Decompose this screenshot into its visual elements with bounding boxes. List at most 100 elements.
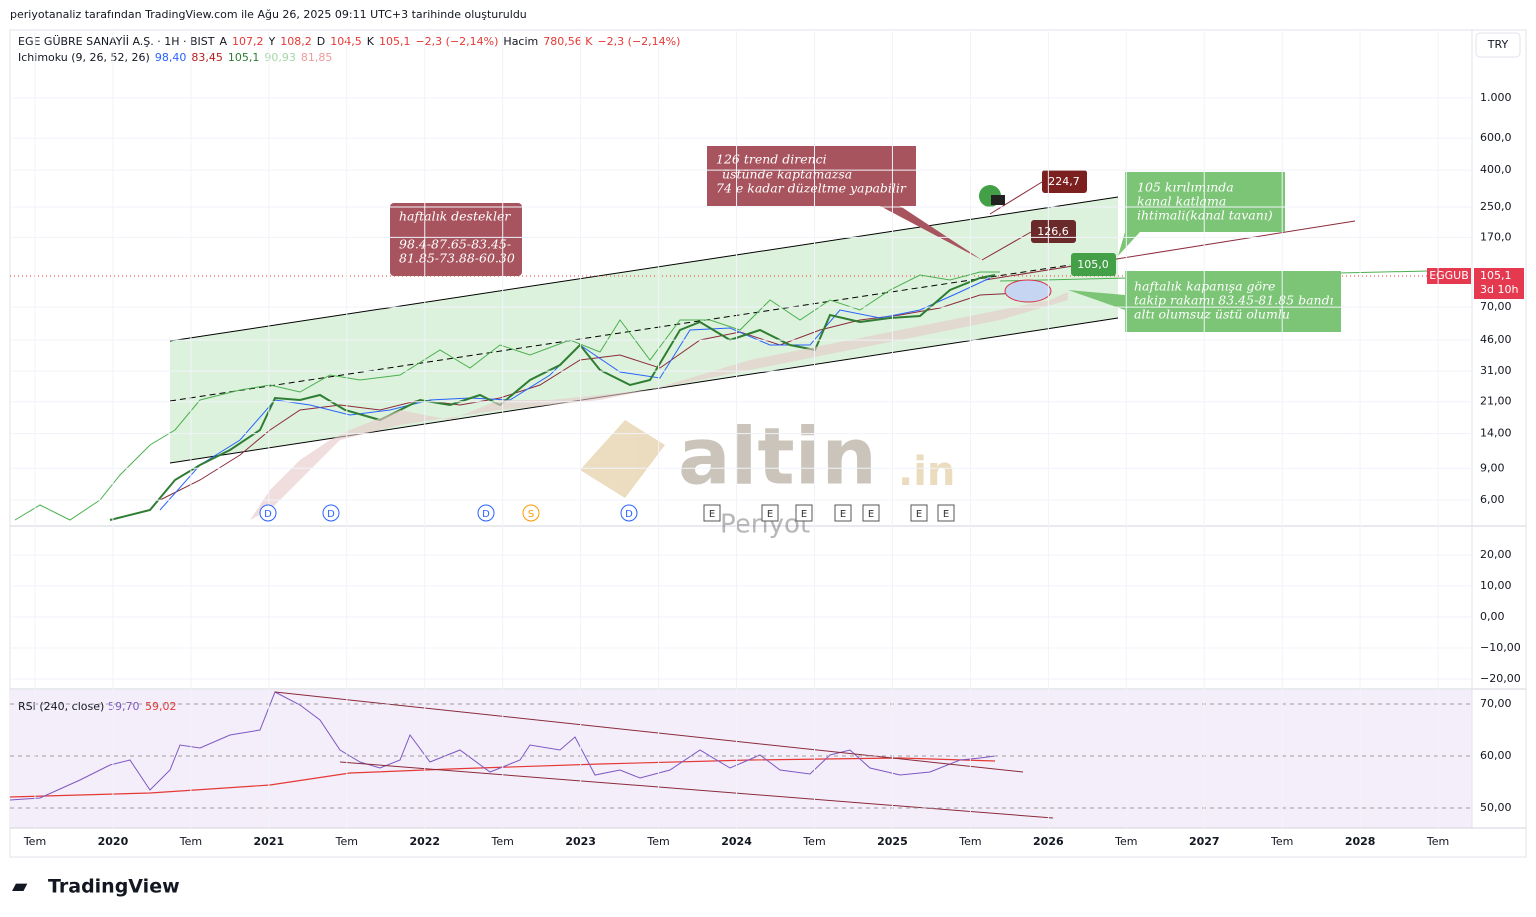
price-tick-label: 250,0 [1480, 200, 1512, 213]
callout-text: 105 kırılımında [1137, 180, 1234, 195]
price-tick-label: 1.000 [1480, 91, 1512, 104]
watermark: altin .in Periyot [580, 412, 955, 540]
event-label: E [801, 509, 807, 520]
legend-item: 105,1 [379, 35, 411, 48]
callout-text: üstünde kaptamazsa [722, 167, 852, 182]
callout-resistance [707, 146, 982, 260]
legend-item: Hacim [503, 35, 538, 48]
watermark-brand: altin [678, 412, 877, 502]
level-label: 105,0 [1077, 258, 1109, 271]
footer-logo-text: TradingView [48, 876, 180, 898]
callout-text: 81.85-73.88-60.30 [399, 251, 515, 266]
event-marker [322, 504, 340, 522]
price-tick-label: 46,00 [1480, 333, 1512, 346]
price-tick-label: 21,00 [1480, 395, 1512, 408]
time-tick-label: 2020 [98, 835, 129, 848]
event-label: E [767, 509, 773, 520]
base-line [159, 292, 1021, 501]
event-marker [703, 504, 721, 522]
time-tick-label: 2023 [565, 835, 596, 848]
legend: EGE GÜBRE SANAYİİ A.Ş. · 1H · BIST A 107,2… [18, 35, 680, 64]
event-marker [795, 504, 813, 522]
currency[interactable]: TRY [1487, 38, 1509, 51]
price-tick-label: 31,00 [1480, 364, 1512, 377]
time-tick-label: Tem [1270, 835, 1293, 848]
event-label: D [264, 509, 272, 520]
time-tick-label: 2027 [1189, 835, 1220, 848]
callout-breakout [1118, 172, 1285, 256]
watermark-logo [580, 420, 665, 498]
label-box [1042, 170, 1087, 193]
rsi-trend [339, 761, 1054, 819]
time-tick-label: Tem [179, 835, 202, 848]
middle-tick-label: 20,00 [1480, 548, 1512, 561]
currency-button[interactable] [1475, 32, 1521, 58]
time-tick-label: Tem [1114, 835, 1137, 848]
callout-text: 126 trend direnci [716, 152, 827, 167]
callout-text: ihtimali(kanal tavanı) [1137, 208, 1273, 223]
ichimoku-cloud [250, 292, 1068, 520]
price-tick-label: 400,0 [1480, 163, 1512, 176]
legend-item: −2,3 (−2,14%) [415, 35, 498, 48]
legend-item: 108,2 [280, 35, 312, 48]
rsi-tick-label: 60,00 [1480, 749, 1512, 762]
time-tick-label: 2026 [1033, 835, 1064, 848]
event-marker [862, 504, 880, 522]
chart-frame [9, 29, 1527, 858]
rsi-pane [10, 690, 1472, 828]
time-tick-label: 2028 [1345, 835, 1376, 848]
event-label: E [916, 509, 922, 520]
event-marker [259, 504, 277, 522]
price-tick-label: 9,00 [1480, 461, 1505, 474]
rsi-tick-label: 70,00 [1480, 697, 1512, 710]
price-tick-label: 6,00 [1480, 493, 1505, 506]
time-tick-label: Tem [958, 835, 981, 848]
event-label: E [709, 509, 715, 520]
time-tick-label: 2024 [721, 835, 752, 848]
time-tick-label: Tem [23, 835, 46, 848]
flag-icon [991, 195, 1005, 205]
time-tick-label: 2022 [409, 835, 440, 848]
legend-item: D [317, 35, 325, 48]
middle-tick-label: 10,00 [1480, 579, 1512, 592]
callout-text: haftalık destekler [399, 209, 511, 224]
callout-support [390, 203, 522, 276]
event-marker [620, 504, 638, 522]
price-tick-label: 600,0 [1480, 131, 1512, 144]
rsi-trend [274, 691, 1024, 773]
target-label: 126,6 [1037, 225, 1069, 238]
price-tick-label: 14,00 [1480, 427, 1512, 440]
price-tag-text: 105,1 [1480, 269, 1512, 282]
time-tick-label: 2025 [877, 835, 908, 848]
legend-item: Ichimoku (9, 26, 52, 26) [18, 51, 150, 64]
event-marker [477, 504, 495, 522]
rsi-tick-label: 50,00 [1480, 801, 1512, 814]
event-label: D [482, 509, 490, 520]
legend-item: Y [268, 35, 276, 48]
rsi-ma-value: 59,02 [145, 700, 177, 713]
callout-text: 74 e kadar düzeltme yapabilir [716, 181, 907, 196]
legend-item: −2,3 (−2,14%) [597, 35, 680, 48]
time-tick-label: Tem [335, 835, 358, 848]
rsi-line [9, 691, 996, 801]
legend-item: 90,93 [264, 51, 296, 64]
legend-item: EGE GÜBRE SANAYİİ A.Ş. · 1H · BIST [18, 35, 215, 48]
price-candles [109, 274, 996, 521]
legend-item: 105,1 [228, 51, 260, 64]
channel-fill [170, 197, 1118, 463]
price-tick-label: 70,00 [1480, 300, 1512, 313]
event-label: S [528, 509, 534, 520]
price-tick-label: 170,0 [1480, 230, 1512, 243]
channel-bottom [169, 317, 1119, 464]
connector [989, 181, 1043, 215]
middle-tick-label: −20,00 [1480, 672, 1521, 685]
price-tag [1474, 268, 1524, 299]
symbol-tag-text: EGGUB [1429, 269, 1469, 282]
event-label: E [943, 509, 949, 520]
event-marker [761, 504, 779, 522]
event-label: D [327, 509, 335, 520]
channel-top [169, 196, 1119, 342]
legend-item: K [367, 35, 375, 48]
legend-item: 83,45 [191, 51, 223, 64]
